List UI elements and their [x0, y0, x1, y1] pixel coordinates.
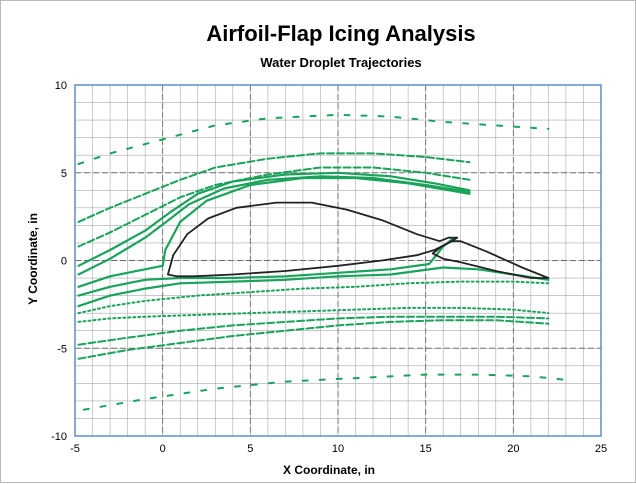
x-tick-label: 25	[595, 443, 607, 455]
x-tick-label: -5	[70, 443, 80, 455]
main-airfoil-outline	[167, 201, 459, 278]
trajectory-line	[77, 176, 471, 288]
y-tick-label: 0	[61, 256, 67, 268]
plot-area-border	[74, 84, 602, 437]
trajectory-line	[77, 152, 471, 223]
trajectory-line	[77, 315, 550, 346]
trajectory-line	[77, 319, 550, 360]
x-tick-label: 5	[247, 443, 253, 455]
x-tick-label: 0	[160, 443, 166, 455]
trajectory-line	[77, 306, 550, 323]
trajectory-line	[77, 175, 471, 276]
x-tick-label: 20	[507, 443, 519, 455]
chart-subtitle: Water Droplet Trajectories	[260, 55, 421, 70]
x-tick-label: 15	[420, 443, 432, 455]
flap-outline	[431, 240, 550, 279]
trajectory-series	[77, 113, 567, 411]
trajectory-line	[77, 266, 550, 308]
y-axis-label: Y Coordinate, in	[26, 213, 40, 305]
trajectory-line	[77, 238, 454, 297]
chart-title: Airfoil-Flap Icing Analysis	[206, 21, 475, 46]
grid	[74, 84, 602, 437]
trajectory-line	[77, 280, 550, 315]
y-tick-label: 5	[61, 168, 67, 180]
y-tick-label: 10	[55, 80, 67, 92]
trajectory-line	[77, 171, 471, 267]
x-axis-label: X Coordinate, in	[283, 463, 375, 477]
x-tick-label: 10	[332, 443, 344, 455]
airfoil-geometry	[167, 201, 550, 279]
trajectory-line	[77, 113, 550, 165]
y-tick-label: -10	[51, 431, 67, 443]
y-tick-label: -5	[57, 343, 67, 355]
trajectory-line	[82, 373, 567, 411]
